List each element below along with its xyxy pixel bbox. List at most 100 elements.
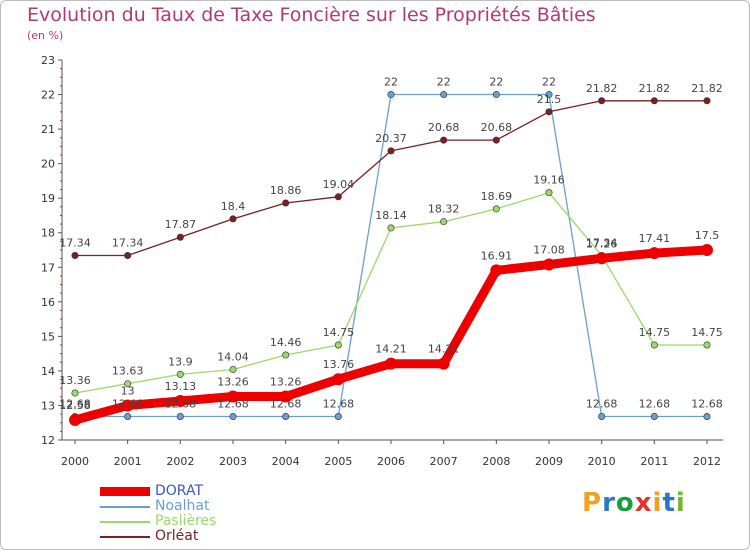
data-label-orlat: 17.34 (112, 237, 144, 250)
data-point-noalhat (598, 413, 606, 421)
data-label-paslires: 19.16 (533, 174, 565, 187)
legend-label: Noalhat (155, 498, 210, 514)
data-point-orlat (124, 252, 132, 260)
data-point-orlat (492, 136, 500, 144)
data-label-noalhat: 12.68 (59, 398, 91, 411)
data-label-paslires: 18.14 (375, 209, 407, 222)
data-label-orlat: 21.82 (639, 82, 671, 95)
data-label-dorat: 13 (121, 384, 135, 397)
data-label-noalhat: 12.68 (270, 398, 302, 411)
data-label-dorat: 17.5 (695, 229, 720, 242)
chart-legend: DORAT Noalhat Paslières Orléat (100, 484, 216, 544)
data-point-dorat (490, 264, 503, 277)
proxiti-logo: Proxiti (582, 488, 686, 518)
x-tick-label: 2003 (219, 455, 247, 468)
data-label-noalhat: 12.68 (323, 398, 355, 411)
legend-item-noalhat: Noalhat (100, 499, 216, 514)
logo-letter: i (675, 488, 686, 518)
data-label-orlat: 20.37 (375, 132, 407, 145)
data-label-noalhat: 22 (437, 76, 451, 89)
data-point-noalhat (387, 91, 395, 99)
data-label-paslires: 14.75 (323, 326, 355, 339)
data-point-noalhat (124, 413, 132, 421)
data-point-paslires (703, 341, 711, 349)
data-label-dorat: 13.13 (165, 380, 197, 393)
legend-swatch (100, 505, 150, 508)
data-label-dorat: 17.08 (533, 244, 565, 257)
data-label-noalhat: 12.68 (691, 398, 723, 411)
data-point-paslires (71, 389, 79, 397)
data-point-paslires (282, 351, 290, 359)
data-point-orlat (71, 252, 79, 260)
y-tick-label: 23 (41, 54, 55, 67)
x-tick-label: 2007 (430, 455, 458, 468)
data-point-orlat (334, 193, 342, 201)
chart-title: Evolution du Taux de Taxe Foncière sur l… (27, 4, 596, 26)
data-point-dorat (332, 373, 345, 386)
legend-label: DORAT (155, 483, 204, 499)
data-point-paslires (176, 370, 184, 378)
data-label-noalhat: 22 (489, 76, 503, 89)
data-point-dorat (648, 247, 661, 260)
data-point-paslires (334, 341, 342, 349)
data-point-noalhat (176, 413, 184, 421)
data-label-noalhat: 12.68 (165, 398, 197, 411)
y-tick-label: 12 (41, 434, 55, 447)
data-label-orlat: 17.87 (165, 218, 197, 231)
x-tick-label: 2001 (114, 455, 142, 468)
data-point-noalhat (650, 413, 658, 421)
data-label-dorat: 14.21 (428, 343, 460, 356)
data-point-dorat (279, 390, 292, 403)
x-tick-label: 2012 (693, 455, 721, 468)
x-tick-label: 2008 (482, 455, 510, 468)
data-point-orlat (387, 147, 395, 155)
legend-swatch (100, 535, 150, 538)
data-label-paslires: 14.46 (270, 336, 302, 349)
y-tick-label: 16 (41, 296, 55, 309)
logo-letter: i (652, 488, 663, 518)
series-line-orlat (74, 100, 708, 257)
data-point-dorat (121, 399, 134, 412)
data-label-paslires: 14.04 (217, 351, 249, 364)
y-tick-label: 13 (41, 399, 55, 412)
data-label-noalhat: 22 (542, 76, 556, 89)
x-tick-label: 2005 (324, 455, 352, 468)
data-label-dorat: 13.26 (217, 375, 249, 388)
data-label-paslires: 13.63 (112, 365, 144, 378)
legend-label: Paslières (155, 513, 217, 529)
data-point-dorat (543, 258, 555, 271)
data-point-dorat (385, 357, 397, 370)
data-point-orlat (176, 233, 184, 241)
data-point-orlat (282, 199, 290, 207)
data-label-dorat: 12.58 (59, 399, 91, 412)
data-label-paslires: 14.75 (639, 326, 671, 339)
data-point-paslires (650, 341, 658, 349)
data-point-noalhat (282, 413, 290, 421)
data-point-paslires (492, 205, 500, 213)
data-point-orlat (650, 97, 658, 105)
data-point-dorat (701, 244, 713, 256)
data-point-orlat (545, 108, 553, 116)
data-label-paslires: 18.32 (428, 203, 460, 216)
data-label-paslires: 14.75 (691, 326, 723, 339)
data-label-paslires: 17.34 (586, 237, 618, 250)
data-label-noalhat: 12.68 (112, 398, 144, 411)
legend-item-orlat: Orléat (100, 529, 216, 544)
legend-swatch (100, 487, 150, 496)
data-label-paslires: 13.36 (59, 374, 91, 387)
logo-letter: x (634, 488, 653, 518)
data-label-dorat: 13.26 (270, 375, 302, 388)
data-label-dorat: 17.26 (586, 237, 618, 250)
data-label-orlat: 20.68 (481, 121, 513, 134)
data-point-paslires (229, 366, 237, 374)
legend-label: Orléat (155, 528, 199, 544)
data-label-dorat: 16.91 (481, 249, 513, 262)
data-point-paslires (124, 380, 132, 388)
data-label-orlat: 21.82 (691, 82, 723, 95)
data-label-orlat: 19.04 (323, 178, 355, 191)
data-label-orlat: 18.86 (270, 184, 302, 197)
x-tick-label: 2000 (61, 455, 89, 468)
data-point-noalhat (492, 91, 500, 99)
data-label-noalhat: 12.68 (217, 398, 249, 411)
